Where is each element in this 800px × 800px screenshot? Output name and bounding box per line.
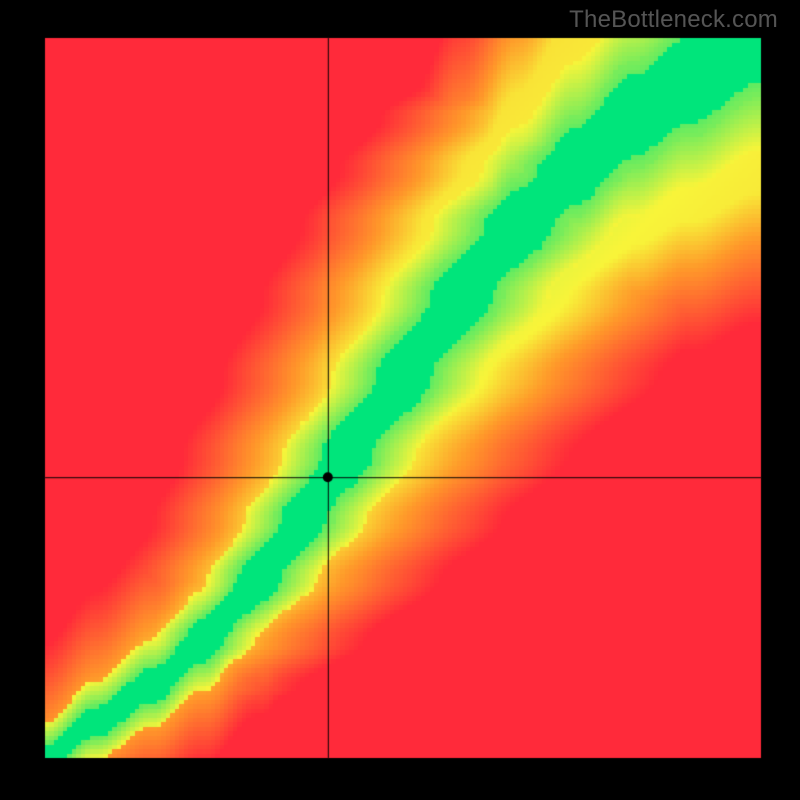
crosshair-overlay [0,0,800,800]
watermark-text: TheBottleneck.com [569,6,778,34]
chart-root: TheBottleneck.com [0,0,800,800]
